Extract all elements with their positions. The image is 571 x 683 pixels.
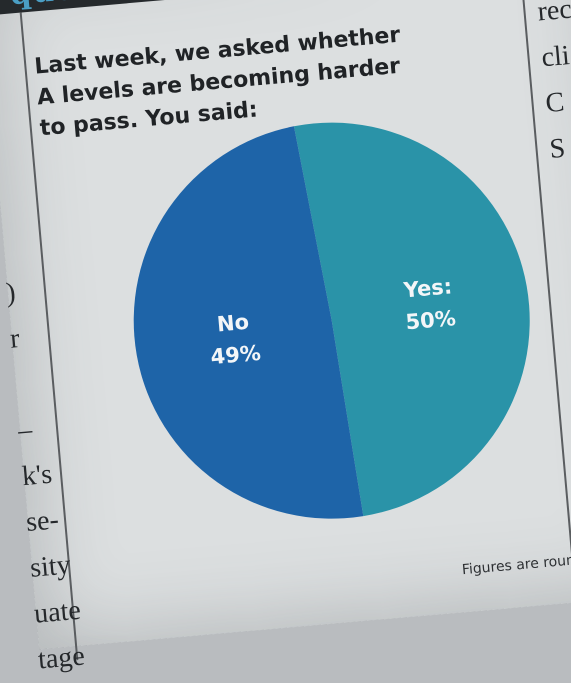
newspaper-page: que Last week, we asked whether A levels…: [0, 0, 571, 649]
section-banner-text: que: [9, 0, 77, 12]
column-line: –: [16, 404, 66, 454]
pie-slice-value-label: 50%: [405, 306, 457, 334]
column-line: cli: [540, 32, 571, 81]
pie-slice-label: Yes:: [402, 274, 453, 302]
right-column-text: cha rec cli C S: [532, 0, 571, 173]
column-line: tage: [36, 634, 86, 683]
column-line: k's: [20, 450, 70, 500]
column-line: rec: [536, 0, 571, 35]
column-line: r: [8, 313, 58, 363]
pie-slices: [117, 106, 546, 535]
column-line: S: [548, 124, 571, 173]
poll-pie-chart: Yes: 50% No 49%: [115, 104, 548, 537]
column-line: se-: [24, 496, 74, 546]
column-line: ): [4, 267, 54, 317]
pie-slice-value-label: 49%: [210, 341, 262, 369]
column-line: [12, 359, 62, 409]
left-column-text: ) r – k's se- sity uate tage: [4, 267, 87, 683]
footnote: Figures are roun: [461, 552, 571, 578]
column-line: sity: [28, 542, 78, 592]
column-line: uate: [32, 588, 82, 638]
column-line: C: [544, 78, 571, 127]
pie-slice-label: No: [216, 310, 250, 337]
